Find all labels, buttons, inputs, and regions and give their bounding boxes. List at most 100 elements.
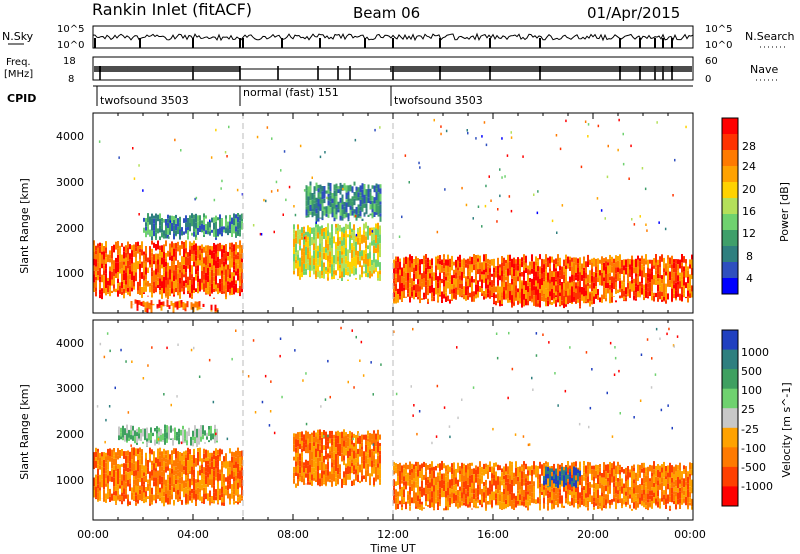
heatmap-cell	[343, 259, 345, 269]
heatmap-cell	[331, 458, 333, 463]
heatmap-cell	[311, 467, 313, 475]
heatmap-cell	[208, 426, 210, 430]
heatmap-cell	[111, 468, 113, 477]
heatmap-cell	[349, 473, 351, 480]
heatmap-cell	[107, 277, 109, 281]
heatmap-cell	[227, 251, 229, 257]
heatmap-cell	[303, 237, 305, 245]
heatmap-cell	[205, 461, 207, 468]
heatmap-cell	[473, 254, 475, 260]
heatmap-cell	[315, 462, 317, 471]
heatmap-cell	[117, 484, 119, 491]
heatmap-cell	[241, 267, 243, 273]
heatmap-cell	[133, 252, 135, 257]
heatmap-cell	[675, 290, 677, 299]
heatmap-cell	[339, 197, 342, 203]
heatmap-cell	[331, 474, 333, 481]
heatmap-cell	[295, 483, 297, 488]
heatmap-cell	[409, 267, 411, 273]
heatmap-cell	[625, 267, 627, 275]
heatmap-cell	[449, 493, 451, 498]
heatmap-cell	[155, 213, 157, 219]
heatmap-cell	[195, 260, 197, 266]
heatmap-cell	[125, 482, 127, 489]
heatmap-cell	[301, 475, 303, 483]
heatmap-cell	[403, 481, 405, 486]
heatmap-cell	[335, 453, 337, 463]
heatmap-cell	[323, 198, 326, 204]
heatmap-cell	[315, 457, 317, 463]
heatmap-cell	[567, 481, 569, 490]
heatmap-cell	[142, 305, 145, 307]
heatmap-cell	[537, 283, 539, 289]
heatmap-cell	[379, 225, 381, 235]
heatmap-cell	[521, 471, 523, 479]
heatmap-cell	[147, 467, 149, 474]
heatmap-cell	[134, 299, 137, 304]
heatmap-cell	[361, 463, 363, 470]
heatmap-cell	[447, 474, 449, 482]
heatmap-cell	[365, 470, 367, 477]
heatmap-cell	[415, 461, 417, 467]
heatmap-cell	[169, 473, 171, 478]
heatmap-cell	[317, 466, 319, 472]
heatmap-cell	[637, 284, 639, 292]
heatmap-cell	[553, 463, 555, 473]
heatmap-cell	[216, 434, 218, 441]
heatmap-cell	[541, 296, 543, 301]
heatmap-cell	[559, 296, 561, 305]
heatmap-cell	[397, 503, 399, 509]
heatmap-cell	[429, 269, 431, 274]
nave-tick-low: 0	[705, 74, 711, 85]
heatmap-cell	[235, 487, 237, 496]
heatmap-cell	[393, 479, 395, 488]
heatmap-cell	[405, 281, 407, 290]
heatmap-cell	[459, 501, 461, 508]
heatmap-cell	[171, 463, 173, 469]
heatmap-cell	[501, 176, 503, 179]
heatmap-cell	[521, 486, 523, 496]
heatmap-cell	[160, 435, 162, 442]
heatmap-cell	[429, 488, 431, 492]
heatmap-cell	[459, 474, 461, 482]
heatmap-cell	[625, 488, 627, 492]
heatmap-cell	[325, 485, 327, 487]
heatmap-cell	[337, 261, 339, 271]
heatmap-cell	[121, 492, 123, 497]
colorbar-swatch	[722, 230, 738, 247]
heatmap-cell	[301, 461, 303, 468]
heatmap-cell	[173, 478, 175, 484]
heatmap-cell	[311, 474, 313, 481]
heatmap-cell	[417, 270, 419, 279]
heatmap-cell	[555, 487, 557, 495]
heatmap-cell	[159, 487, 161, 493]
heatmap-cell	[522, 155, 524, 158]
heatmap-cell	[563, 274, 565, 282]
heatmap-cell	[477, 484, 479, 490]
heatmap-cell	[519, 258, 521, 264]
heatmap-cell	[327, 182, 330, 187]
heatmap-cell	[445, 292, 447, 297]
heatmap-cell	[197, 221, 199, 228]
heatmap-cell	[197, 482, 199, 488]
heatmap-cell	[527, 466, 529, 471]
heatmap-cell	[354, 214, 357, 218]
heatmap-cell	[141, 477, 143, 487]
heatmap-cell	[199, 254, 201, 261]
heatmap-cell	[105, 498, 107, 503]
heatmap-cell	[131, 487, 133, 493]
heatmap-cell	[575, 277, 577, 281]
heatmap-cell	[233, 472, 235, 477]
heatmap-cell	[139, 489, 141, 495]
heatmap-cell	[427, 269, 429, 273]
heatmap-cell	[95, 492, 97, 498]
heatmap-cell	[513, 498, 515, 504]
heatmap-cell	[361, 204, 364, 212]
heatmap-cell	[404, 154, 407, 157]
heatmap-cell	[181, 464, 183, 473]
heatmap-cell	[99, 259, 101, 268]
heatmap-cell	[505, 482, 507, 486]
heatmap-cell	[617, 267, 619, 273]
heatmap-cell	[445, 285, 447, 293]
heatmap-cell	[467, 504, 469, 508]
